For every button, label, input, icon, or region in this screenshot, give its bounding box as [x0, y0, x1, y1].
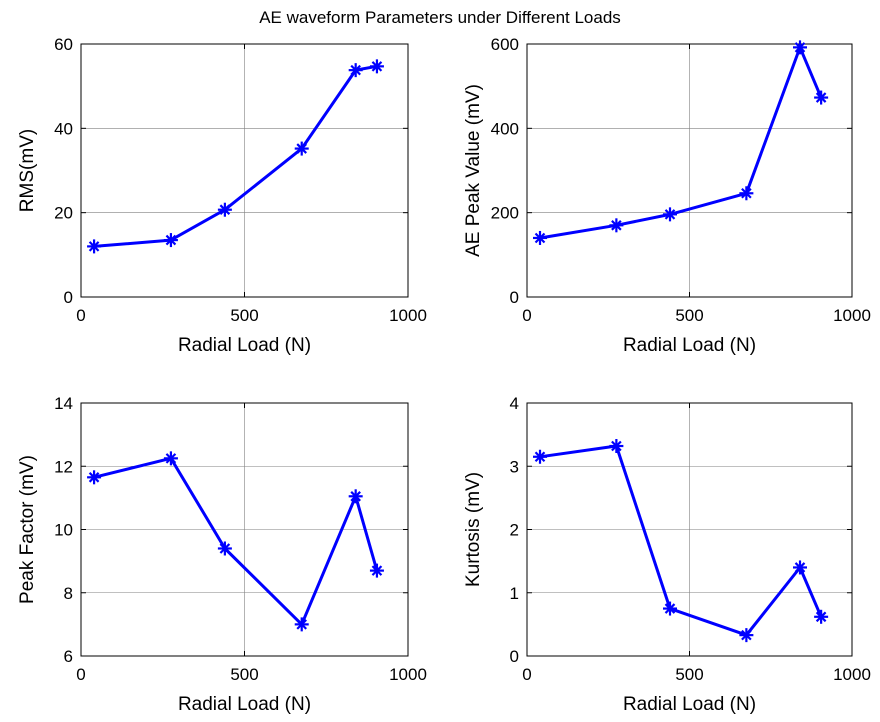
y-tick-label: 0 — [510, 647, 519, 666]
data-point — [348, 63, 363, 78]
x-tick-label: 1000 — [833, 665, 871, 684]
x-axis-label: Radial Load (N) — [623, 335, 756, 356]
marker-stroke — [611, 440, 622, 452]
marker-stroke — [165, 453, 177, 464]
data-point — [533, 230, 547, 245]
marker-stroke — [350, 491, 361, 502]
series-line — [539, 45, 823, 240]
marker-stroke — [815, 92, 827, 103]
marker-stroke — [534, 451, 546, 463]
marker-stroke — [88, 241, 100, 252]
marker-stroke — [350, 64, 361, 76]
marker-stroke — [219, 204, 231, 215]
data-point — [663, 207, 677, 222]
x-tick-label: 500 — [230, 306, 258, 325]
y-tick-label: 600 — [491, 35, 519, 54]
x-tick-label: 0 — [522, 665, 531, 684]
figure-title: AE waveform Parameters under Different L… — [259, 8, 621, 27]
data-point — [609, 439, 624, 454]
subplot-kurtosis: 0 500 1000 0 1 2 3 4 Radial Load (N) Kurtosis (mV… — [463, 394, 871, 715]
marker-stroke — [296, 143, 308, 154]
data-point — [609, 218, 624, 233]
y-tick-label: 6 — [64, 647, 73, 666]
data-point — [739, 628, 754, 643]
x-tick-label: 1000 — [389, 306, 427, 325]
y-tick-label: 20 — [54, 204, 73, 223]
y-tick-label: 14 — [54, 394, 73, 413]
marker-stroke — [219, 543, 231, 554]
x-tick-label: 500 — [230, 665, 258, 684]
marker-stroke — [165, 234, 177, 246]
data-point — [369, 563, 384, 578]
marker-stroke — [296, 619, 308, 630]
y-tick-label: 10 — [54, 521, 73, 540]
marker-stroke — [794, 562, 806, 573]
data-point — [793, 40, 807, 55]
subplot-peak-factor: 0 500 1000 6 8 10 12 14 Radial Load (N) Peak Fact… — [17, 394, 427, 715]
y-tick-label: 200 — [491, 204, 519, 223]
data-point — [217, 541, 232, 556]
y-axis-label: Peak Factor (mV) — [17, 455, 38, 604]
data-point — [663, 601, 677, 616]
x-axis-label: Radial Load (N) — [178, 335, 311, 356]
y-axis-label: AE Peak Value (mV) — [463, 84, 484, 257]
x-tick-label: 0 — [522, 306, 531, 325]
data-point — [533, 449, 547, 464]
marker-stroke — [371, 61, 383, 72]
data-point — [87, 239, 102, 254]
data-point — [369, 59, 384, 74]
data-point — [793, 560, 807, 575]
y-tick-label: 2 — [510, 521, 519, 540]
data-point — [814, 90, 829, 105]
subplot-peak-value: 0 500 1000 0 200 400 600 Radial Load (N) AE Peak… — [463, 35, 871, 356]
x-tick-label: 0 — [76, 306, 85, 325]
marker-stroke — [741, 187, 752, 199]
y-tick-label: 40 — [54, 119, 73, 138]
y-tick-label: 4 — [510, 394, 519, 413]
data-point — [739, 186, 754, 201]
data-point — [348, 489, 363, 504]
data-point — [217, 202, 232, 217]
subplot-rms: 0 500 1000 0 20 40 60 Radial Load (N) RMS(mV) — [17, 35, 427, 356]
x-tick-label: 1000 — [389, 665, 427, 684]
data-point — [294, 617, 309, 632]
x-axis-label: Radial Load (N) — [178, 694, 311, 715]
y-tick-label: 12 — [54, 457, 73, 476]
data-point — [163, 451, 178, 466]
x-tick-label: 0 — [76, 665, 85, 684]
data-point — [294, 141, 309, 156]
marker-stroke — [88, 472, 100, 483]
data-point — [163, 233, 178, 248]
data-point — [87, 470, 102, 485]
series-line — [539, 444, 823, 637]
y-tick-label: 3 — [510, 457, 519, 476]
y-tick-label: 0 — [64, 288, 73, 307]
y-tick-label: 400 — [491, 119, 519, 138]
y-tick-label: 0 — [510, 288, 519, 307]
data-point — [814, 609, 829, 624]
marker-stroke — [794, 42, 806, 53]
marker-stroke — [611, 220, 622, 231]
y-axis-label: Kurtosis (mV) — [463, 472, 484, 587]
marker-stroke — [371, 565, 383, 576]
y-tick-label: 8 — [64, 584, 73, 603]
series-line — [93, 456, 379, 626]
marker-stroke — [664, 603, 676, 614]
y-tick-label: 1 — [510, 584, 519, 603]
x-tick-label: 500 — [675, 665, 703, 684]
y-axis-label: RMS(mV) — [17, 129, 38, 212]
marker-stroke — [534, 232, 546, 244]
x-tick-label: 500 — [675, 306, 703, 325]
marker-stroke — [815, 611, 827, 623]
marker-stroke — [664, 209, 676, 220]
x-axis-label: Radial Load (N) — [623, 694, 756, 715]
y-tick-label: 60 — [54, 35, 73, 54]
x-tick-label: 1000 — [833, 306, 871, 325]
marker-stroke — [741, 629, 752, 641]
